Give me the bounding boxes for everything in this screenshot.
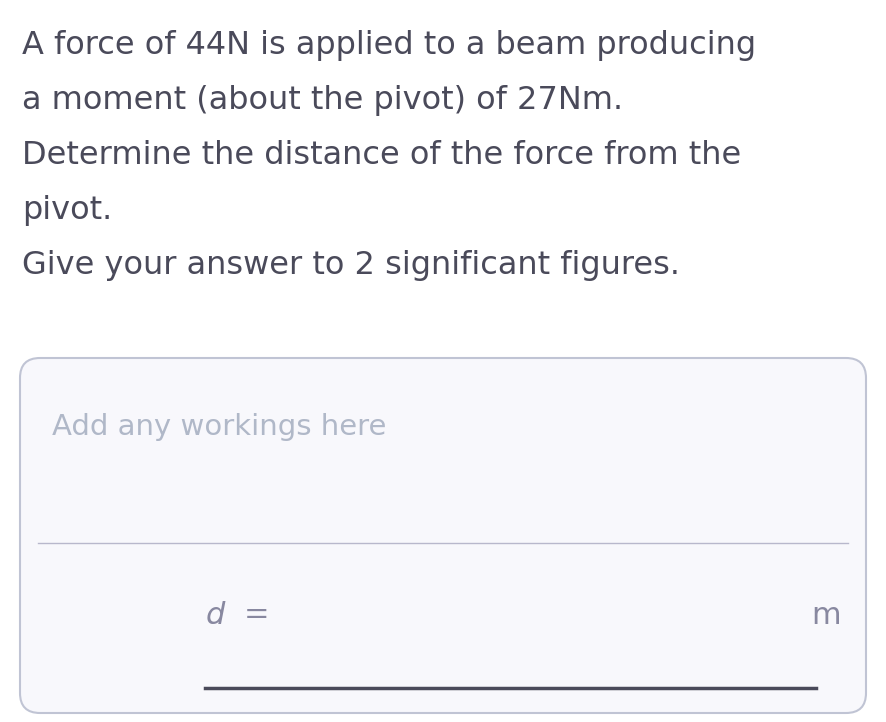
Text: $d$  =: $d$ = xyxy=(205,601,268,632)
Text: pivot.: pivot. xyxy=(22,195,113,226)
Text: Determine the distance of the force from the: Determine the distance of the force from… xyxy=(22,140,742,171)
Text: Add any workings here: Add any workings here xyxy=(52,413,386,441)
Text: m: m xyxy=(812,601,841,630)
Text: A force of 44N is applied to a beam producing: A force of 44N is applied to a beam prod… xyxy=(22,30,756,61)
Text: Give your answer to 2 significant figures.: Give your answer to 2 significant figure… xyxy=(22,250,680,281)
FancyBboxPatch shape xyxy=(20,358,866,713)
Text: a moment (about the pivot) of 27Nm.: a moment (about the pivot) of 27Nm. xyxy=(22,85,623,116)
